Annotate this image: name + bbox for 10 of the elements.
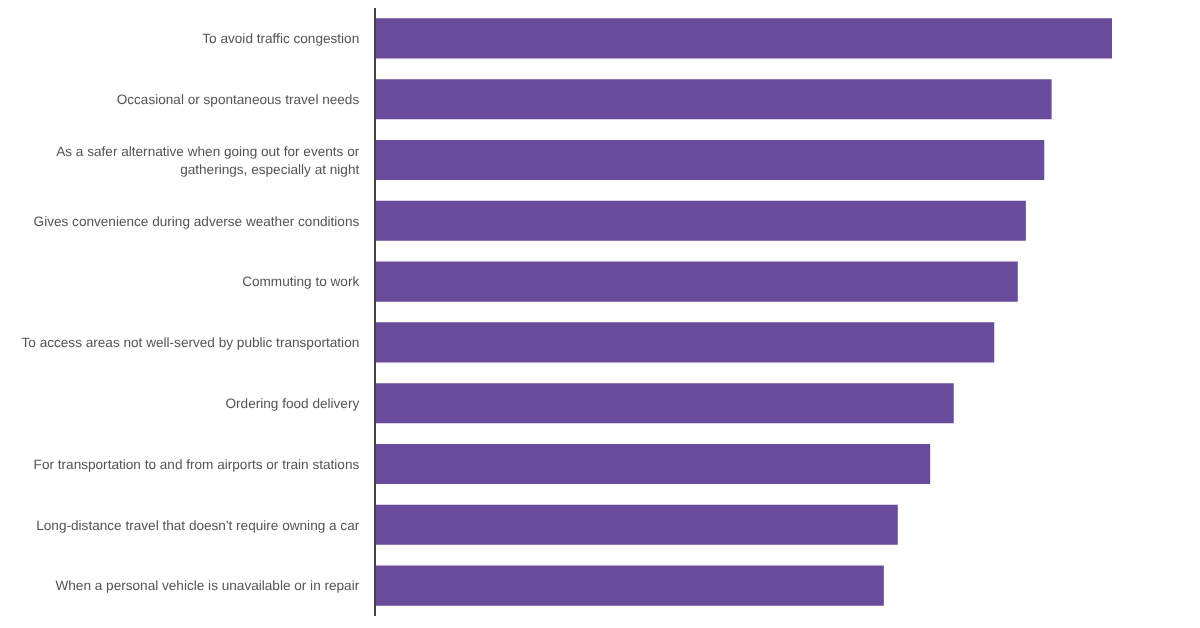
bar xyxy=(376,383,954,424)
bar xyxy=(376,18,1112,59)
bar xyxy=(376,443,931,485)
bar xyxy=(376,261,1018,302)
bar xyxy=(376,322,995,363)
bar xyxy=(376,565,884,606)
bar xyxy=(376,79,1052,120)
bar xyxy=(376,139,1045,181)
bar xyxy=(376,200,1026,241)
bar xyxy=(376,504,898,545)
